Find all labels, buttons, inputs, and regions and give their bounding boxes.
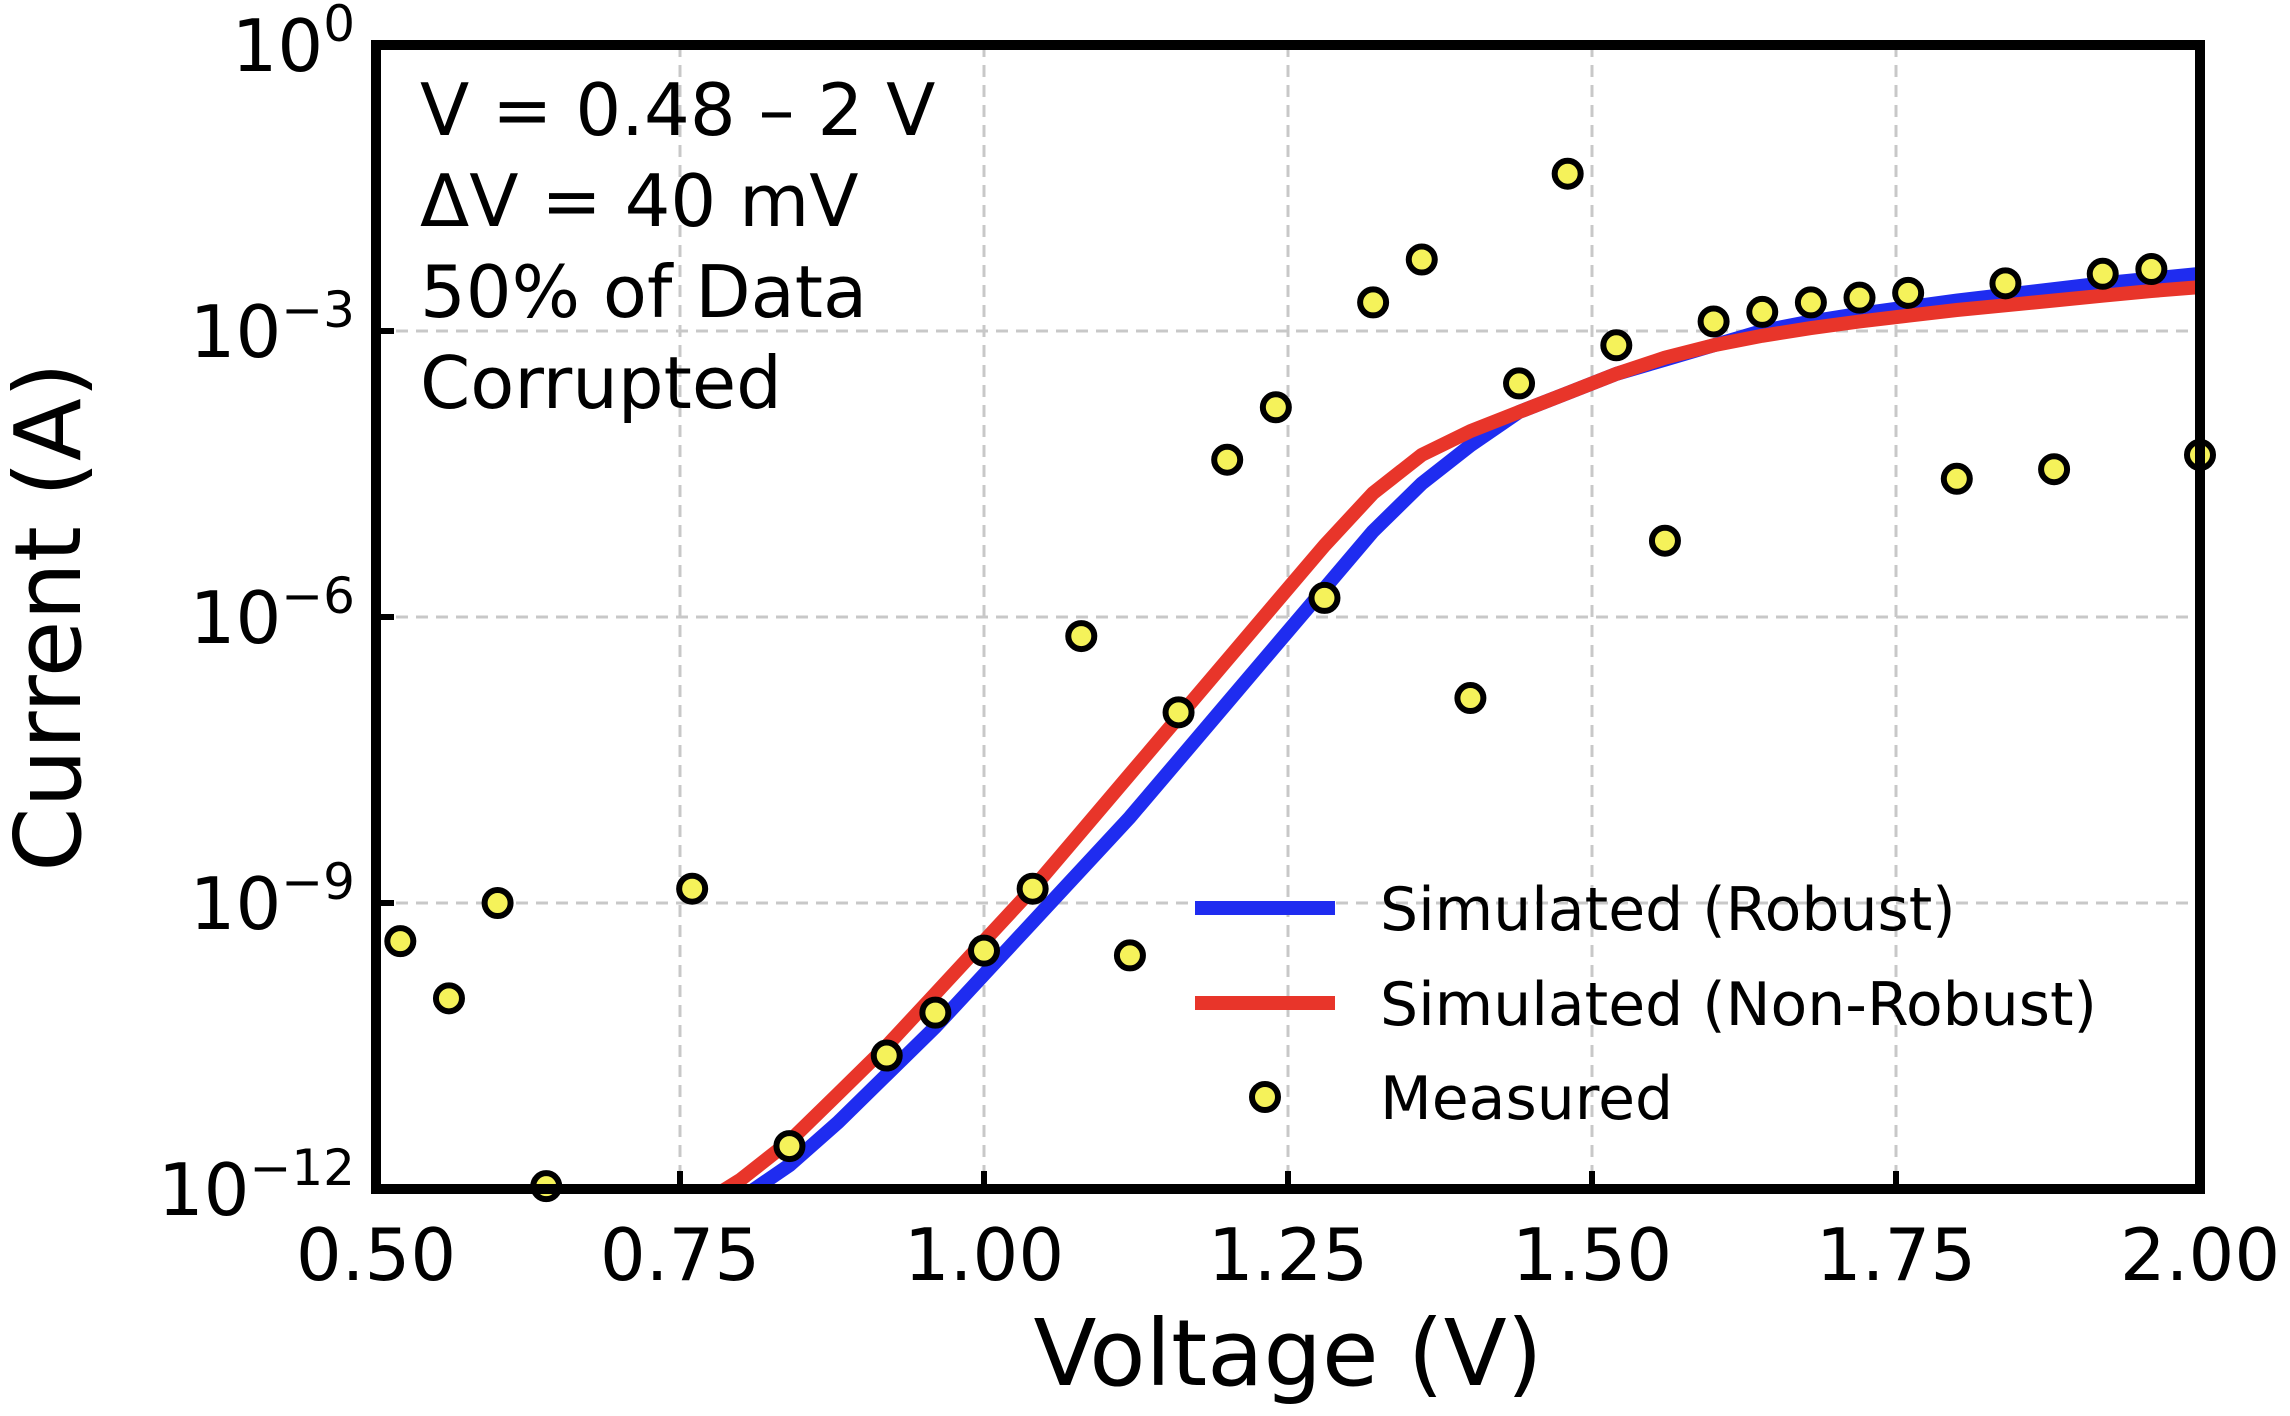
y-tick-label: 10−3	[190, 281, 355, 374]
x-tick-label: 0.50	[296, 1213, 456, 1297]
x-tick-label: 2.00	[2120, 1213, 2280, 1297]
measured-point	[1940, 462, 1973, 495]
annotation-line: Corrupted	[420, 341, 782, 425]
x-tick-label: 1.00	[904, 1213, 1064, 1297]
y-tick-exponent: −6	[281, 567, 355, 625]
x-tick-label: 1.50	[1512, 1213, 1672, 1297]
measured-point	[432, 982, 465, 1015]
measured-point	[481, 887, 514, 919]
plot-series	[712, 266, 2200, 1189]
y-tick-exponent: 0	[323, 0, 355, 53]
y-tick-base: 10	[190, 862, 282, 946]
y-axis-label: Current (A)	[0, 362, 102, 872]
measured-point	[1697, 305, 1730, 338]
measured-point	[676, 872, 709, 905]
annotation-line: 50% of Data	[420, 250, 867, 334]
axis-ticks: 0.50 0.75 1.00 1.25 1.50 1.75 2.0010010−310−61…	[158, 0, 2280, 1297]
y-tick-label: 10−12	[158, 1139, 355, 1232]
measured-point	[1600, 329, 1633, 362]
measured-point	[1113, 939, 1146, 972]
y-tick-label: 10−9	[190, 853, 355, 946]
measured-point	[1551, 157, 1584, 190]
y-tick-base: 10	[158, 1148, 250, 1232]
measured-point	[919, 996, 952, 1029]
measured-point	[1162, 696, 1195, 729]
legend-label-0: Simulated (Robust)	[1380, 875, 1956, 945]
legend-label-2: Measured	[1380, 1064, 1673, 1134]
measured-point	[1308, 581, 1341, 614]
measured-point	[1065, 620, 1098, 653]
measured-point	[870, 1039, 903, 1072]
measured-point	[1843, 281, 1876, 314]
measured-point	[968, 934, 1000, 967]
measured-point	[1016, 872, 1049, 905]
y-tick-base: 10	[190, 576, 282, 660]
legend-label-1: Simulated (Non-Robust)	[1380, 970, 2097, 1040]
measured-point	[1211, 443, 1244, 476]
y-tick-base: 10	[190, 290, 282, 374]
series-line-1	[712, 280, 2200, 1189]
x-tick-label: 1.25	[1208, 1213, 1368, 1297]
series-line-0	[742, 266, 2200, 1189]
annotation-line: V = 0.48 – 2 V	[420, 68, 935, 152]
measured-point	[384, 925, 417, 958]
y-tick-exponent: −3	[281, 281, 355, 339]
measured-point	[2135, 253, 2168, 286]
measured-point	[1794, 286, 1827, 319]
legend-swatch-2	[1249, 1081, 1281, 1113]
measured-point	[773, 1130, 806, 1163]
measured-point	[1405, 243, 1438, 276]
grid	[376, 45, 2200, 1189]
measured-point	[1503, 367, 1536, 400]
x-tick-label: 0.75	[600, 1213, 760, 1297]
measured-point	[2038, 453, 2071, 486]
y-tick-label: 100	[232, 0, 355, 88]
measured-point	[1989, 267, 2022, 300]
x-axis-label: Voltage (V)	[1033, 1300, 1542, 1407]
measured-point	[1892, 276, 1925, 309]
legend: Simulated (Robust) Simulated (Non-Robust)…	[1195, 875, 2097, 1134]
y-tick-exponent: −12	[249, 1139, 355, 1197]
measured-point	[2086, 257, 2119, 290]
measured-points	[384, 157, 2216, 1203]
y-tick-label: 10−6	[190, 567, 355, 660]
measured-point	[1454, 682, 1487, 715]
measured-point	[1648, 524, 1681, 557]
measured-point	[1746, 295, 1779, 328]
annotation-line: ΔV = 40 mV	[420, 159, 859, 243]
x-tick-label: 1.75	[1816, 1213, 1976, 1297]
measured-point	[1357, 286, 1390, 319]
y-tick-base: 10	[232, 4, 324, 88]
y-tick-exponent: −9	[281, 853, 355, 911]
measured-point	[1259, 391, 1292, 424]
